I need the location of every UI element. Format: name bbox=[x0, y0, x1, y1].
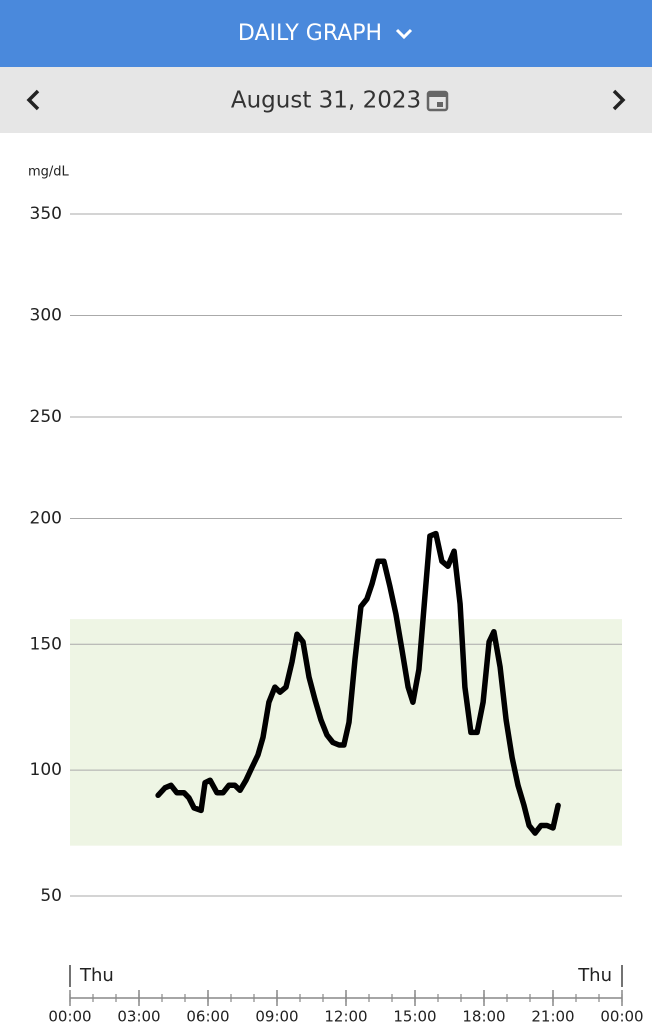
day-label: Thu bbox=[79, 965, 114, 986]
view-selector[interactable]: DAILY GRAPH bbox=[238, 21, 413, 46]
y-unit: mg/dL bbox=[28, 165, 70, 180]
plot: 50 100 150 200 250 300 350 00:00 03:00 06:00 09:00… bbox=[30, 204, 644, 1026]
date-label: August 31, 2023 bbox=[231, 88, 421, 114]
dropdown-icon[interactable] bbox=[395, 28, 413, 40]
x-tick-label: 06:00 bbox=[186, 1008, 229, 1025]
next-day[interactable] bbox=[612, 89, 626, 111]
prev-day[interactable] bbox=[26, 89, 40, 111]
y-tick-label: 50 bbox=[40, 886, 62, 906]
x-tick-label: 03:00 bbox=[117, 1008, 160, 1025]
calendar-icon[interactable] bbox=[426, 90, 449, 112]
header-bar bbox=[0, 0, 652, 67]
x-tick-label: 21:00 bbox=[531, 1008, 574, 1025]
x-tick-label: 00:00 bbox=[48, 1008, 91, 1025]
date-bar bbox=[0, 67, 652, 133]
y-tick-label: 250 bbox=[30, 407, 62, 427]
x-tick-label: 18:00 bbox=[462, 1008, 505, 1025]
y-tick-label: 150 bbox=[30, 634, 62, 654]
y-tick-label: 100 bbox=[30, 760, 62, 780]
x-tick-label: 12:00 bbox=[324, 1008, 367, 1025]
y-tick-label: 300 bbox=[30, 305, 62, 325]
header-title[interactable]: DAILY GRAPH bbox=[238, 21, 382, 46]
y-tick-label: 350 bbox=[30, 204, 62, 224]
glucose-line bbox=[155, 530, 561, 836]
day-label: Thu bbox=[577, 965, 612, 986]
x-tick-label: 15:00 bbox=[393, 1008, 436, 1025]
x-tick-label: 00:00 bbox=[600, 1008, 643, 1025]
y-tick-label: 200 bbox=[30, 508, 62, 528]
x-tick-label: 09:00 bbox=[255, 1008, 298, 1025]
